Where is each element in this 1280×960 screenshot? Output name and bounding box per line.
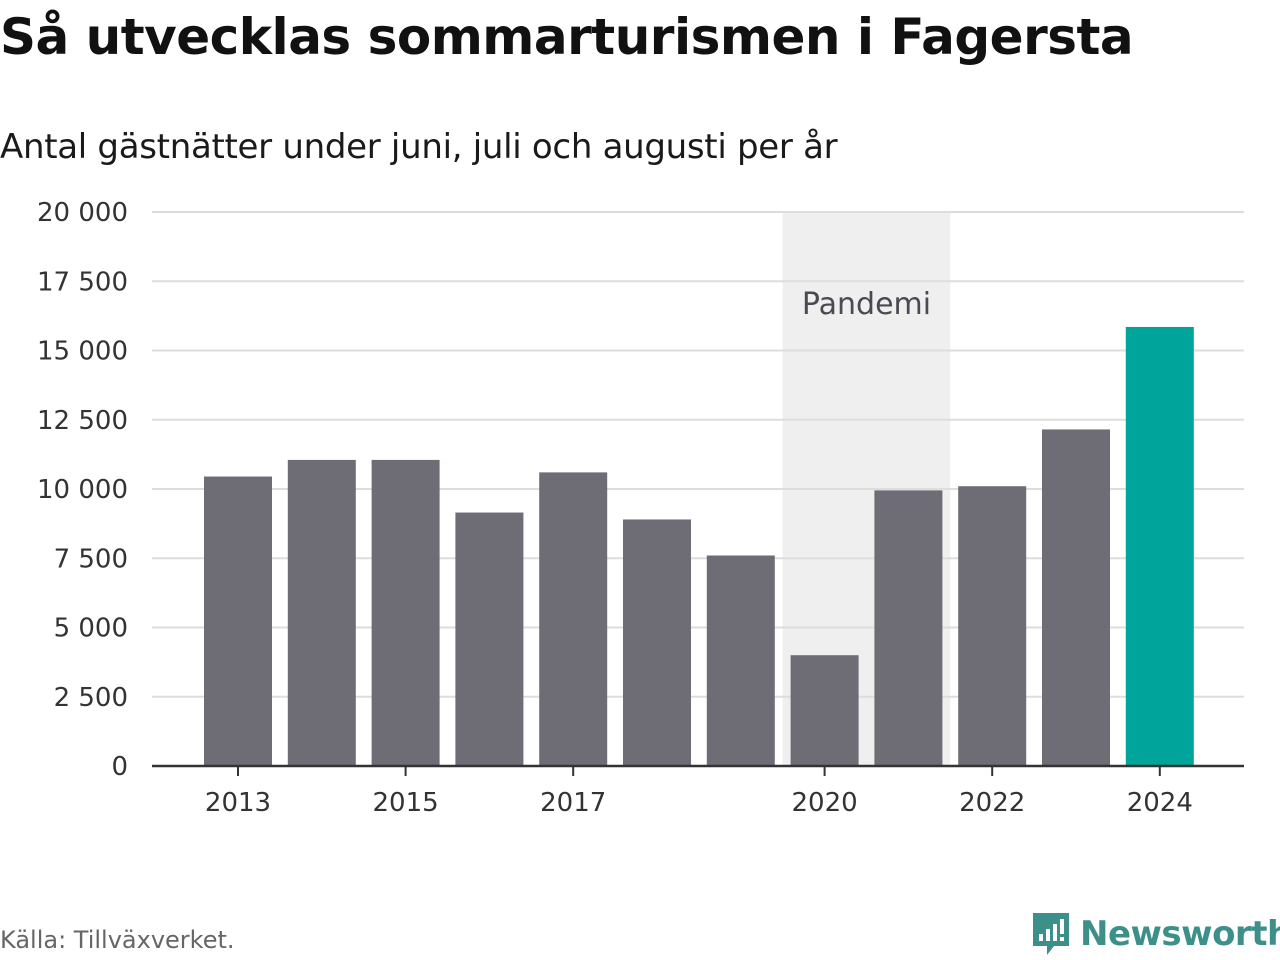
brand-name: Newsworthy bbox=[1080, 914, 1280, 954]
bar-2015 bbox=[371, 459, 440, 766]
y-tick-label: 5 000 bbox=[54, 614, 128, 644]
y-tick-label: 10 000 bbox=[37, 475, 128, 505]
bar-2019 bbox=[706, 555, 775, 766]
bar-2014 bbox=[287, 459, 356, 766]
y-tick-label: 2 500 bbox=[54, 683, 128, 713]
newsworthy-logo[interactable]: Newsworthy bbox=[1030, 910, 1280, 958]
y-tick-label: 12 500 bbox=[37, 406, 128, 436]
y-tick-label: 7 500 bbox=[54, 544, 128, 574]
bar-2020 bbox=[790, 655, 859, 766]
x-tick-label: 2024 bbox=[1127, 788, 1193, 818]
x-tick-label: 2022 bbox=[959, 788, 1025, 818]
bar-2017 bbox=[539, 472, 608, 766]
y-tick-label: 20 000 bbox=[37, 198, 128, 228]
bar-2016 bbox=[455, 512, 524, 766]
y-tick-label: 15 000 bbox=[37, 337, 128, 367]
pandemic-label: Pandemi bbox=[802, 287, 931, 322]
bar-chart-bubble-icon bbox=[1033, 913, 1069, 955]
x-tick-label: 2013 bbox=[205, 788, 271, 818]
x-tick-label: 2020 bbox=[792, 788, 858, 818]
bar-2021 bbox=[874, 490, 943, 766]
x-tick-label: 2017 bbox=[540, 788, 606, 818]
y-tick-label: 0 bbox=[111, 752, 128, 782]
bar-2013 bbox=[204, 476, 272, 766]
source-note: Källa: Tillväxverket. bbox=[0, 926, 235, 954]
y-tick-label: 17 500 bbox=[37, 267, 128, 297]
chart-title: Så utvecklas sommarturismen i Fagersta bbox=[0, 8, 1134, 66]
bar-2023 bbox=[1042, 429, 1110, 766]
bar-2022 bbox=[958, 486, 1027, 766]
bar-2018 bbox=[623, 519, 691, 766]
chart-subtitle: Antal gästnätter under juni, juli och au… bbox=[0, 127, 838, 167]
bar-2024 bbox=[1125, 326, 1194, 766]
x-tick-label: 2015 bbox=[373, 788, 439, 818]
bar-chart: 0 2 500 5 000 7 500 10 000 12 500 15 000 17 500… bbox=[37, 198, 1244, 818]
